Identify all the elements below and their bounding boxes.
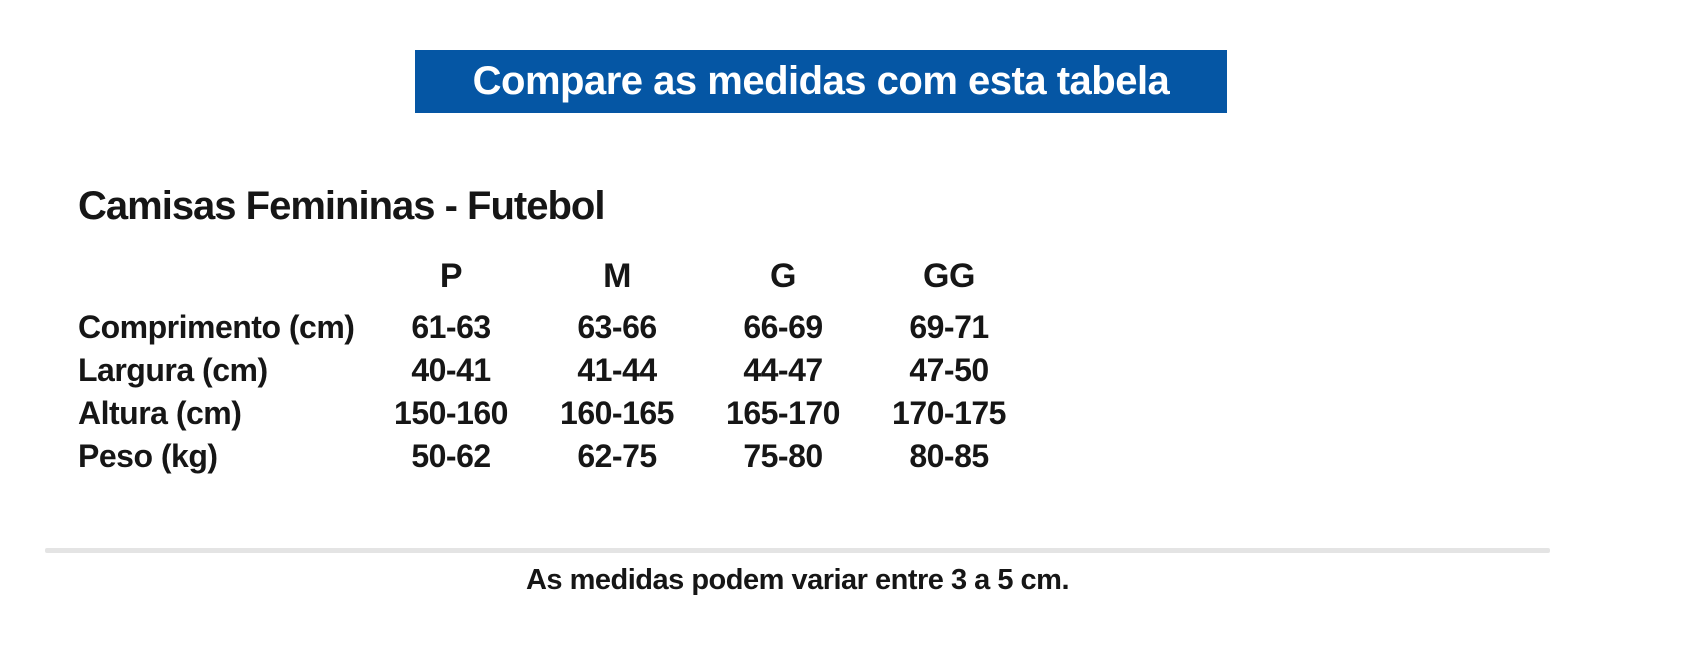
column-header-g: G	[770, 256, 796, 295]
table-cell: 75-80	[743, 438, 823, 474]
row-label-comprimento: Comprimento (cm)	[78, 309, 355, 345]
table-cell: 150-160	[394, 395, 508, 431]
table-cell: 63-66	[577, 309, 657, 345]
banner: Compare as medidas com esta tabela	[415, 50, 1227, 113]
section-title: Camisas Femininas - Futebol	[78, 184, 605, 228]
row-label-peso: Peso (kg)	[78, 438, 218, 474]
table-cell: 66-69	[743, 309, 823, 345]
table-cell: 41-44	[577, 352, 657, 388]
size-table: P M G GG Comprimento (cm) 61-63 63-66 66…	[78, 246, 1032, 478]
row-label-largura: Largura (cm)	[78, 352, 268, 388]
column-header-p: P	[439, 256, 463, 295]
banner-title: Compare as medidas com esta tabela	[472, 59, 1170, 103]
table-cell: 50-62	[411, 438, 491, 474]
table-cell: 40-41	[411, 352, 491, 388]
table-cell: 47-50	[909, 352, 989, 388]
table-cell: 61-63	[411, 309, 491, 345]
column-header-m: M	[603, 256, 631, 295]
column-header-gg: GG	[923, 256, 975, 295]
row-label-altura: Altura (cm)	[78, 395, 242, 431]
table-cell: 80-85	[909, 438, 989, 474]
table-cell: 170-175	[892, 395, 1006, 431]
table-cell: 165-170	[726, 395, 840, 431]
table-cell: 69-71	[909, 309, 989, 345]
divider	[45, 548, 1550, 553]
table-cell: 44-47	[743, 352, 823, 388]
table-cell: 62-75	[577, 438, 657, 474]
table-cell: 160-165	[560, 395, 674, 431]
footer-note: As medidas podem variar entre 3 a 5 cm.	[525, 564, 1070, 596]
